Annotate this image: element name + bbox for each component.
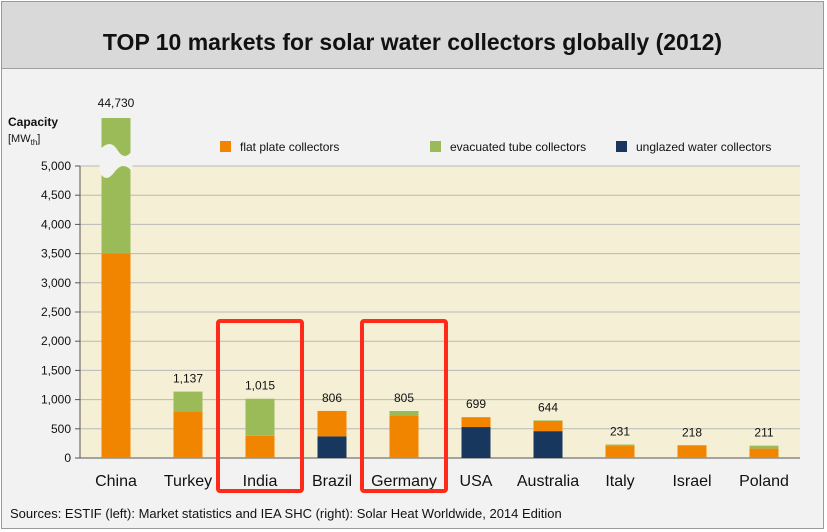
axis-break-gap <box>99 144 133 178</box>
legend-label-unglazed: unglazed water collectors <box>636 140 771 154</box>
y-tick-label: 3,500 <box>41 247 71 261</box>
legend-swatch-evacuated-tube <box>430 141 441 152</box>
bar-usa-flat-plate <box>461 417 491 428</box>
y-tick-label: 2,000 <box>41 334 71 348</box>
bar-italy-evacuated-tube <box>605 444 635 447</box>
data-label: 231 <box>610 425 630 439</box>
x-tick-label: India <box>243 473 278 490</box>
data-label: 699 <box>466 397 486 411</box>
data-label: 1,137 <box>173 372 203 386</box>
bar-india-evacuated-tube <box>245 398 275 436</box>
bar-australia-unglazed <box>533 431 563 458</box>
bar-india-flat-plate <box>245 435 275 458</box>
x-tick-label: USA <box>460 473 493 490</box>
bar-poland-evacuated-tube <box>749 445 779 449</box>
bar-turkey-evacuated-tube <box>173 391 203 412</box>
x-tick-label: Australia <box>517 473 579 490</box>
bar-australia-flat-plate <box>533 420 563 432</box>
bar-israel-flat-plate <box>677 445 707 458</box>
source-note: Sources: ESTIF (left): Market statistics… <box>10 506 562 521</box>
data-label: 805 <box>394 391 414 405</box>
legend-label-flat-plate: flat plate collectors <box>240 140 339 154</box>
x-tick-label: China <box>95 473 137 490</box>
x-tick-label: Turkey <box>164 473 212 490</box>
y-tick-label: 500 <box>51 422 71 436</box>
bar-australia-evacuated-tube <box>533 420 563 421</box>
bar-usa-unglazed <box>461 427 491 458</box>
legend-swatch-flat-plate <box>220 141 231 152</box>
y-tick-label: 1,500 <box>41 363 71 377</box>
data-label: 218 <box>682 425 702 439</box>
bar-germany-flat-plate <box>389 415 419 458</box>
x-tick-label: Germany <box>371 473 437 490</box>
legend-label-evacuated-tube: evacuated tube collectors <box>450 140 586 154</box>
bar-poland-flat-plate <box>749 448 779 458</box>
y-tick-label: 1,000 <box>41 393 71 407</box>
data-label: 211 <box>754 426 773 440</box>
highlight-box-germany <box>360 319 448 493</box>
chart-title: TOP 10 markets for solar water collector… <box>102 29 723 55</box>
data-label: 806 <box>322 391 342 405</box>
bar-china-flat-plate <box>101 253 131 458</box>
highlight-box-india <box>216 319 304 493</box>
y-tick-label: 4,000 <box>41 217 71 231</box>
bar-china-evacuated-tube <box>101 166 131 254</box>
y-axis-label: Capacity <box>8 115 58 129</box>
y-axis-unit: [MWth] <box>8 133 40 147</box>
bar-brazil-flat-plate <box>317 410 347 437</box>
title-bar: TOP 10 markets for solar water collector… <box>2 2 823 69</box>
bar-turkey-flat-plate <box>173 411 203 458</box>
y-tick-label: 2,500 <box>41 305 71 319</box>
legend-swatch-unglazed <box>616 141 627 152</box>
y-tick-label: 4,500 <box>41 188 71 202</box>
bar-germany-evacuated-tube <box>389 410 419 416</box>
bar-brazil-unglazed <box>317 436 347 458</box>
bar-italy-flat-plate <box>605 446 635 458</box>
y-tick-label: 5,000 <box>41 159 71 173</box>
y-tick-label: 0 <box>64 451 71 465</box>
x-tick-label: Israel <box>672 473 711 490</box>
x-tick-label: Brazil <box>312 473 352 490</box>
data-label: 1,015 <box>245 379 275 393</box>
data-label: 44,730 <box>98 96 135 110</box>
y-tick-label: 3,000 <box>41 276 71 290</box>
x-tick-label: Poland <box>739 473 789 490</box>
x-tick-label: Italy <box>605 473 634 490</box>
data-label: 644 <box>538 400 558 414</box>
